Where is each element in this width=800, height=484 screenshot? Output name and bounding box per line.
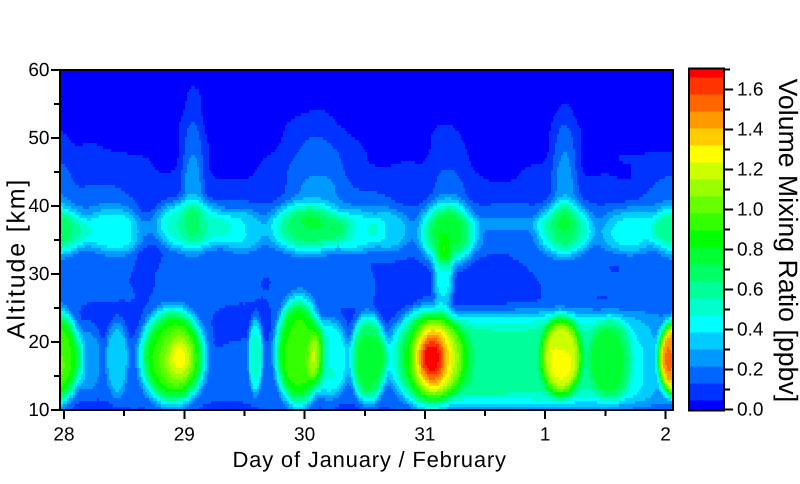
svg-text:1.2: 1.2 bbox=[737, 160, 763, 181]
svg-text:1.4: 1.4 bbox=[737, 120, 764, 141]
svg-text:60: 60 bbox=[28, 60, 49, 81]
svg-text:1.0: 1.0 bbox=[737, 200, 763, 221]
svg-text:Volume Mixing Ratio [ppbv]: Volume Mixing Ratio [ppbv] bbox=[773, 79, 800, 403]
svg-text:30: 30 bbox=[28, 264, 49, 285]
svg-text:2: 2 bbox=[660, 425, 671, 446]
svg-text:30: 30 bbox=[294, 425, 315, 446]
svg-text:29: 29 bbox=[174, 425, 195, 446]
svg-text:0.0: 0.0 bbox=[737, 400, 763, 421]
svg-text:Altitude [km]: Altitude [km] bbox=[3, 180, 31, 339]
svg-text:40: 40 bbox=[28, 196, 49, 217]
svg-text:1: 1 bbox=[540, 425, 551, 446]
svg-text:0.2: 0.2 bbox=[737, 360, 763, 381]
svg-text:1.6: 1.6 bbox=[737, 80, 763, 101]
svg-text:31: 31 bbox=[414, 425, 435, 446]
svg-text:Day of January / February: Day of January / February bbox=[233, 447, 507, 472]
svg-text:20: 20 bbox=[28, 332, 49, 353]
svg-text:28: 28 bbox=[53, 425, 74, 446]
svg-text:10: 10 bbox=[28, 400, 49, 421]
svg-text:50: 50 bbox=[28, 128, 49, 149]
svg-text:0.4: 0.4 bbox=[737, 320, 764, 341]
svg-text:0.8: 0.8 bbox=[737, 240, 763, 261]
svg-text:0.6: 0.6 bbox=[737, 280, 763, 301]
